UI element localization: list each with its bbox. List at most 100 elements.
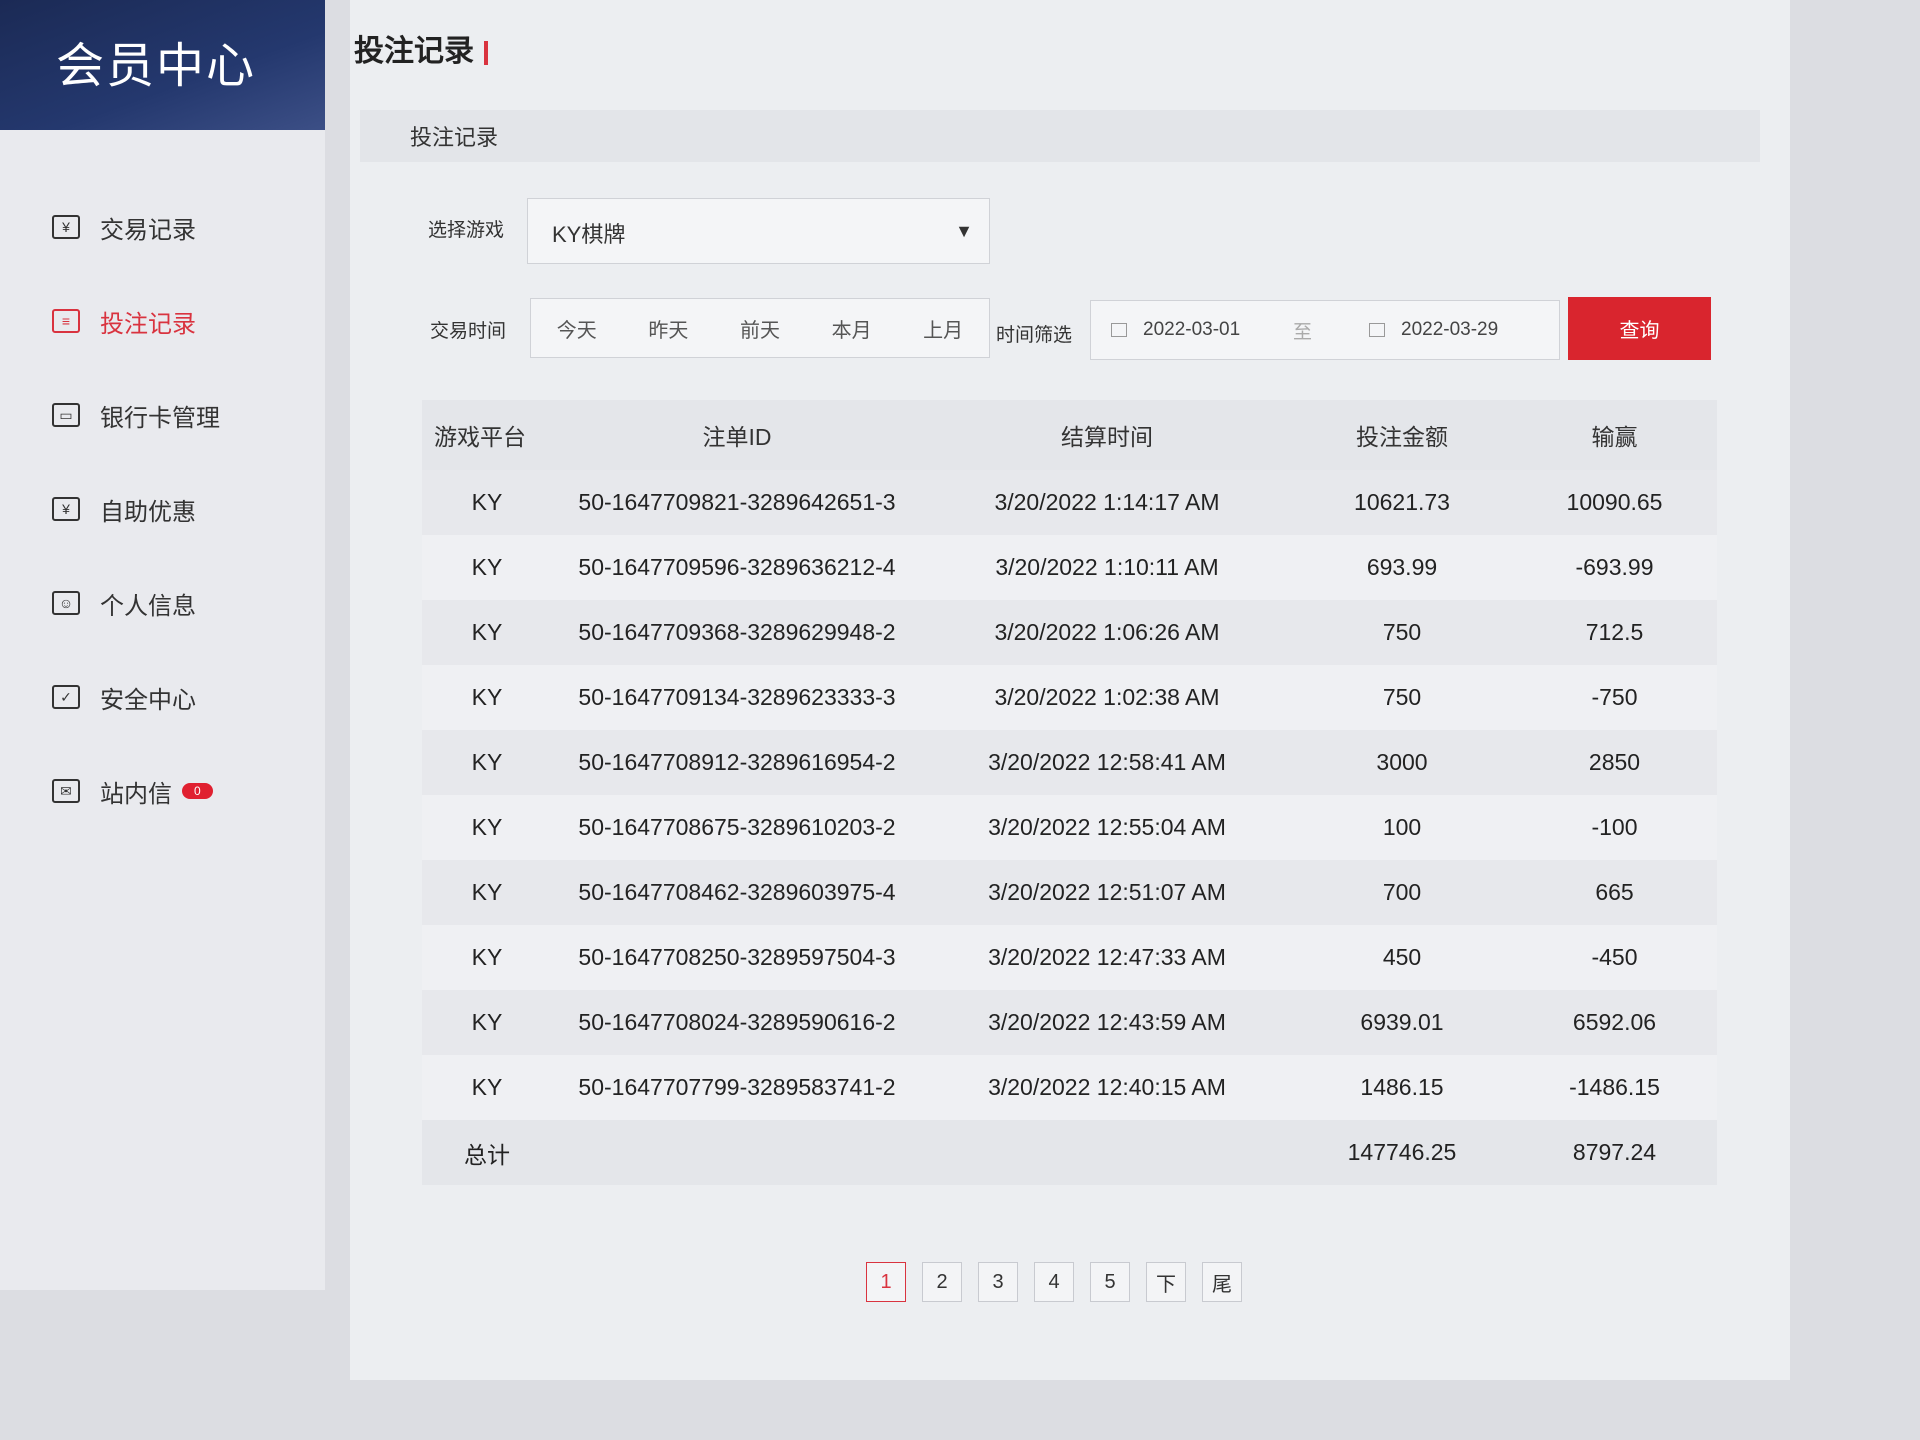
table-row: KY 50-1647709134-3289623333-3 3/20/2022 1:… <box>422 665 1717 730</box>
cell-win-loss: 665 <box>1512 860 1717 925</box>
cell-bet-id: 50-1647709596-3289636212-4 <box>552 535 922 600</box>
cell-bet-id: 50-1647707799-3289583741-2 <box>552 1055 922 1120</box>
quick-yesterday[interactable]: 昨天 <box>648 319 689 342</box>
cell-win-loss: 6592.06 <box>1512 990 1717 1055</box>
quick-this-month[interactable]: 本月 <box>831 319 872 342</box>
sidebar-item[interactable]: ¥ 交易记录 <box>0 180 325 274</box>
sidebar-item-icon: ¥ <box>52 497 80 521</box>
sidebar-item[interactable]: ☺ 个人信息 <box>0 556 325 650</box>
range-label: 时间筛选 <box>996 325 1073 346</box>
sidebar-item[interactable]: ¥ 自助优惠 <box>0 462 325 556</box>
title-accent <box>484 41 488 66</box>
cell-bet-id: 50-1647708675-3289610203-2 <box>552 795 922 860</box>
sidebar-item-icon: ✉ <box>52 779 80 803</box>
cell-bet-id: 50-1647708462-3289603975-4 <box>552 860 922 925</box>
cell-settle-time: 3/20/2022 1:02:38 AM <box>922 665 1292 730</box>
sidebar-item[interactable]: ✉ 站内信 0 <box>0 744 325 838</box>
cell-settle-time: 3/20/2022 12:43:59 AM <box>922 990 1292 1055</box>
sidebar-item[interactable]: ≡ 投注记录 <box>0 274 325 368</box>
cell-settle-time: 3/20/2022 12:51:07 AM <box>922 860 1292 925</box>
page-2[interactable]: 2 <box>922 1262 962 1302</box>
cell-win-loss: -100 <box>1512 795 1717 860</box>
game-select[interactable]: KY棋牌 ▼ <box>527 198 990 264</box>
sidebar-item-label: 银行卡管理 <box>100 404 220 432</box>
cell-platform: KY <box>422 1055 552 1120</box>
col-settle-time: 结算时间 <box>922 400 1292 470</box>
table-row: KY 50-1647707799-3289583741-2 3/20/2022 12… <box>422 1055 1717 1120</box>
end-date-input[interactable]: 2022-03-29 <box>1401 319 1499 340</box>
sidebar-item-label: 个人信息 <box>100 592 196 620</box>
table-row: KY 50-1647709821-3289642651-3 3/20/2022 1:… <box>422 470 1717 535</box>
query-button[interactable]: 查询 <box>1568 297 1711 360</box>
cell-bet-amount: 6939.01 <box>1292 990 1512 1055</box>
cell-platform: KY <box>422 860 552 925</box>
sidebar-item[interactable]: ✓ 安全中心 <box>0 650 325 744</box>
range-separator: 至 <box>1293 321 1313 343</box>
cell-settle-time: 3/20/2022 12:47:33 AM <box>922 925 1292 990</box>
quick-today[interactable]: 今天 <box>556 319 597 342</box>
cell-platform: KY <box>422 730 552 795</box>
brand-title: 会员中心 <box>0 0 325 130</box>
start-date-input[interactable]: 2022-03-01 <box>1143 319 1241 340</box>
page-3[interactable]: 3 <box>978 1262 1018 1302</box>
page-1[interactable]: 1 <box>866 1262 906 1302</box>
sidebar-item-label: 安全中心 <box>100 686 196 714</box>
quick-day-before[interactable]: 前天 <box>739 319 780 342</box>
cell-win-loss: 2850 <box>1512 730 1717 795</box>
col-win-loss: 输赢 <box>1512 400 1717 470</box>
total-win: 8797.24 <box>1512 1120 1717 1185</box>
cell-bet-amount: 693.99 <box>1292 535 1512 600</box>
table-row: KY 50-1647708250-3289597504-3 3/20/2022 12… <box>422 925 1717 990</box>
page-title: 投注记录 <box>354 26 488 70</box>
game-label: 选择游戏 <box>428 220 505 241</box>
calendar-icon <box>1369 323 1385 337</box>
sidebar-item[interactable]: ▭ 银行卡管理 <box>0 368 325 462</box>
table-row: KY 50-1647708462-3289603975-4 3/20/2022 12… <box>422 860 1717 925</box>
cell-win-loss: -1486.15 <box>1512 1055 1717 1120</box>
cell-win-loss: -450 <box>1512 925 1717 990</box>
sidebar-item-label: 投注记录 <box>100 310 196 338</box>
cell-platform: KY <box>422 925 552 990</box>
table-row: KY 50-1647708024-3289590616-2 3/20/2022 12… <box>422 990 1717 1055</box>
cell-bet-amount: 100 <box>1292 795 1512 860</box>
bet-records-table: 游戏平台 注单ID 结算时间 投注金额 输赢 KY 50-1647709821-3… <box>422 400 1717 1185</box>
cell-bet-amount: 10621.73 <box>1292 470 1512 535</box>
table-row: KY 50-1647709596-3289636212-4 3/20/2022 1:… <box>422 535 1717 600</box>
cell-settle-time: 3/20/2022 1:10:11 AM <box>922 535 1292 600</box>
table-row: KY 50-1647708912-3289616954-2 3/20/2022 12… <box>422 730 1717 795</box>
quick-date-group: 今天 昨天 前天 本月 上月 <box>530 298 990 358</box>
cell-settle-time: 3/20/2022 12:40:15 AM <box>922 1055 1292 1120</box>
page-5[interactable]: 5 <box>1090 1262 1130 1302</box>
sidebar: 会员中心 ¥ 交易记录 ≡ 投注记录 ▭ 银行卡管理 ¥ 自助优惠 ☺ 个人信息 ✓ 安全中心 ✉ 站内信… <box>0 0 325 1290</box>
cell-win-loss: -750 <box>1512 665 1717 730</box>
total-row: 总计 147746.25 8797.24 <box>422 1120 1717 1185</box>
cell-platform: KY <box>422 990 552 1055</box>
sidebar-item-icon: ✓ <box>52 685 80 709</box>
page-4[interactable]: 4 <box>1034 1262 1074 1302</box>
cell-bet-id: 50-1647709134-3289623333-3 <box>552 665 922 730</box>
main-panel: 投注记录 投注记录 选择游戏 KY棋牌 ▼ 交易时间 今天 昨天 前天 本月 上月… <box>350 0 1790 1380</box>
cell-bet-id: 50-1647709368-3289629948-2 <box>552 600 922 665</box>
page-title-text: 投注记录 <box>354 35 474 68</box>
empty-cell <box>552 1120 922 1185</box>
page-last[interactable]: 尾 <box>1202 1262 1242 1302</box>
cell-win-loss: 712.5 <box>1512 600 1717 665</box>
section-header: 投注记录 <box>360 110 1760 162</box>
cell-settle-time: 3/20/2022 1:06:26 AM <box>922 600 1292 665</box>
cell-platform: KY <box>422 535 552 600</box>
cell-bet-amount: 450 <box>1292 925 1512 990</box>
col-platform: 游戏平台 <box>422 400 552 470</box>
calendar-icon <box>1111 323 1127 337</box>
col-bet-amount: 投注金额 <box>1292 400 1512 470</box>
sidebar-item-label: 自助优惠 <box>100 498 196 526</box>
sidebar-item-icon: ☺ <box>52 591 80 615</box>
cell-bet-id: 50-1647708250-3289597504-3 <box>552 925 922 990</box>
quick-last-month[interactable]: 上月 <box>923 319 964 342</box>
total-label: 总计 <box>422 1120 552 1185</box>
page-next[interactable]: 下 <box>1146 1262 1186 1302</box>
cell-platform: KY <box>422 795 552 860</box>
sidebar-item-icon: ¥ <box>52 215 80 239</box>
cell-platform: KY <box>422 470 552 535</box>
sidebar-item-label: 交易记录 <box>100 216 196 244</box>
